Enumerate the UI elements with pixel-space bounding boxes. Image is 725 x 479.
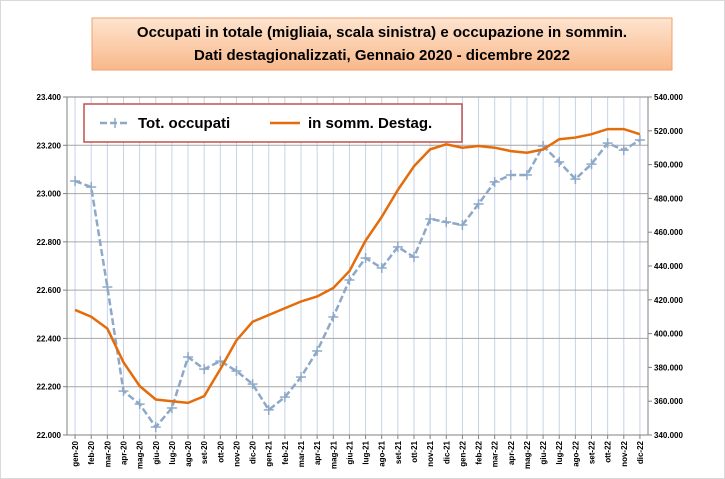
x-tick-label: mag-20 xyxy=(136,440,145,469)
marker xyxy=(521,169,532,180)
marker xyxy=(360,253,371,264)
x-tick-label: ago-21 xyxy=(378,440,387,466)
y2-tick-label: 500.000 xyxy=(654,161,683,170)
x-tick-label: lug-22 xyxy=(555,440,564,464)
x-tick-label: mar-20 xyxy=(103,440,112,467)
marker xyxy=(473,198,484,209)
marker xyxy=(231,366,242,377)
marker xyxy=(70,176,81,187)
marker xyxy=(296,372,307,383)
chart-title: Occupati in totale (migliaia, scala sini… xyxy=(137,24,627,41)
x-tick-label: giu-22 xyxy=(539,440,548,464)
x-tick-label: mar-21 xyxy=(297,440,306,467)
x-tick-label: set-22 xyxy=(588,440,597,464)
marker xyxy=(312,345,323,356)
marker xyxy=(392,241,403,252)
x-tick-label: nov-20 xyxy=(232,440,241,466)
y-tick-label: 22.000 xyxy=(37,431,62,440)
legend-label: Tot. occupati xyxy=(138,115,230,132)
x-tick-label: mar-22 xyxy=(491,440,500,467)
marker xyxy=(570,174,581,185)
x-tick-label: feb-20 xyxy=(87,440,96,464)
x-tick-label: nov-22 xyxy=(620,440,629,466)
x-tick-label: gen-22 xyxy=(458,440,467,466)
chart-subtitle: Dati destagionalizzati, Gennaio 2020 - d… xyxy=(194,47,570,64)
marker xyxy=(328,311,339,322)
marker xyxy=(199,364,210,375)
plot-frame xyxy=(66,96,649,436)
x-tick-label: apr-20 xyxy=(119,440,128,465)
x-tick-label: apr-22 xyxy=(507,440,516,465)
marker xyxy=(166,402,177,413)
marker xyxy=(118,386,129,397)
marker xyxy=(602,138,613,149)
x-tick-label: lug-21 xyxy=(362,440,371,464)
x-tick-label: dic-21 xyxy=(442,440,451,464)
y2-tick-label: 340.000 xyxy=(654,431,683,440)
x-tick-label: dic-22 xyxy=(636,440,645,464)
y2-tick-label: 420.000 xyxy=(654,296,683,305)
marker xyxy=(86,182,97,193)
x-tick-label: feb-21 xyxy=(281,440,290,464)
marker xyxy=(183,352,194,363)
marker xyxy=(554,156,565,167)
x-tick-label: lug-20 xyxy=(168,440,177,464)
series-line xyxy=(74,127,641,405)
y2-tick-label: 380.000 xyxy=(654,363,683,372)
marker xyxy=(586,159,597,170)
y-tick-label: 22.800 xyxy=(37,238,62,247)
x-tick-label: giu-21 xyxy=(345,440,354,464)
x-tick-label: set-21 xyxy=(394,440,403,464)
y-tick-label: 22.600 xyxy=(37,286,62,295)
y2-tick-label: 360.000 xyxy=(654,397,683,406)
x-tick-label: feb-22 xyxy=(475,440,484,464)
y2-tick-label: 520.000 xyxy=(654,127,683,136)
y2-tick-label: 540.000 xyxy=(654,93,683,102)
y-tick-label: 23.000 xyxy=(37,190,62,199)
x-tick-label: gen-21 xyxy=(265,440,274,466)
y-tick-label: 22.400 xyxy=(37,334,62,343)
marker xyxy=(505,169,516,180)
y-tick-label: 22.200 xyxy=(37,383,62,392)
marker xyxy=(102,282,113,293)
y-tick-label: 23.400 xyxy=(37,93,62,102)
marker xyxy=(457,219,468,230)
x-tick-label: apr-21 xyxy=(313,440,322,465)
legend-label: in somm. Destag. xyxy=(308,115,432,132)
x-tick-label: gen-20 xyxy=(71,440,80,466)
marker xyxy=(279,392,290,403)
x-tick-label: ago-20 xyxy=(184,440,193,466)
marker xyxy=(489,176,500,187)
legend: Tot. occupati in somm. Destag. xyxy=(83,103,463,143)
marker xyxy=(376,262,387,273)
y2-tick-label: 480.000 xyxy=(654,194,683,203)
title-box xyxy=(91,17,673,71)
marker xyxy=(634,134,645,145)
y2-tick-label: 400.000 xyxy=(654,330,683,339)
y-tick-label: 23.200 xyxy=(37,141,62,150)
x-tick-label: mag-22 xyxy=(523,440,532,469)
marker xyxy=(408,252,419,263)
marker xyxy=(247,379,258,390)
x-tick-label: ott-21 xyxy=(410,440,419,462)
y2-tick-label: 460.000 xyxy=(654,228,683,237)
y2-tick-label: 440.000 xyxy=(654,262,683,271)
x-tick-label: giu-20 xyxy=(152,440,161,464)
x-tick-label: ott-22 xyxy=(604,440,613,462)
marker xyxy=(344,275,355,286)
x-tick-label: nov-21 xyxy=(426,440,435,466)
marker xyxy=(425,213,436,224)
marker xyxy=(150,422,161,433)
x-tick-label: set-20 xyxy=(200,440,209,464)
x-tick-label: dic-20 xyxy=(249,440,258,464)
x-tick-label: ott-20 xyxy=(216,440,225,462)
marker xyxy=(441,217,452,228)
x-tick-label: ago-22 xyxy=(571,440,580,466)
marker xyxy=(263,404,274,415)
marker xyxy=(618,145,629,156)
x-tick-label: mag-21 xyxy=(329,440,338,469)
marker xyxy=(134,399,145,410)
